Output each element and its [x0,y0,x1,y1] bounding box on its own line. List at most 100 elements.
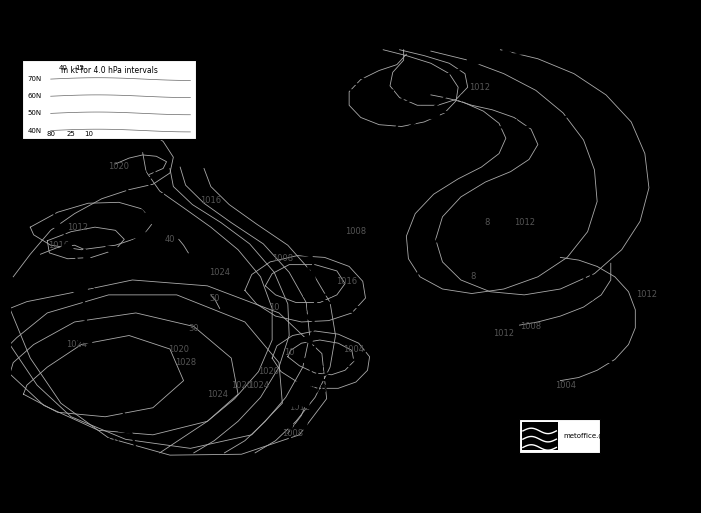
Polygon shape [501,48,514,57]
Polygon shape [116,252,128,260]
Text: 15: 15 [76,65,84,71]
Text: 1020: 1020 [109,162,129,171]
Text: 1008: 1008 [272,254,293,263]
Text: 1024: 1024 [248,381,269,390]
Bar [22,60,196,139]
Polygon shape [106,246,120,255]
Text: in kt for 4.0 hPa intervals: in kt for 4.0 hPa intervals [60,66,158,74]
Polygon shape [135,230,147,239]
Polygon shape [73,311,86,320]
Polygon shape [109,101,122,109]
Polygon shape [29,174,42,183]
Polygon shape [137,235,149,243]
Text: metoffice.gov: metoffice.gov [564,433,612,439]
Text: 40: 40 [165,235,175,244]
Polygon shape [88,267,99,275]
Text: H: H [582,273,594,287]
Polygon shape [128,54,141,63]
Text: 1028: 1028 [90,437,120,450]
Text: 1012: 1012 [494,329,515,338]
Polygon shape [78,335,91,344]
Text: 1008: 1008 [282,429,303,438]
Text: 1016: 1016 [124,114,145,123]
Polygon shape [118,78,131,87]
Text: 1000: 1000 [299,302,329,314]
Polygon shape [74,288,86,297]
Text: L: L [306,264,315,278]
Text: 1016: 1016 [200,195,222,205]
Text: 8: 8 [484,218,489,227]
Polygon shape [299,249,312,257]
Text: 10: 10 [84,130,93,136]
Polygon shape [101,124,114,132]
Text: 998: 998 [597,390,620,403]
Polygon shape [68,265,82,273]
Polygon shape [118,425,132,433]
Text: 1008: 1008 [521,322,542,331]
Polygon shape [297,380,308,388]
Bar [522,422,558,450]
Text: L: L [436,112,444,127]
Text: 70N: 70N [27,76,42,82]
Polygon shape [107,170,120,179]
Bar [519,419,600,453]
Polygon shape [121,192,135,200]
Polygon shape [281,421,292,429]
Text: 1004: 1004 [343,345,365,353]
Text: 1016: 1016 [558,213,588,227]
Text: 1012: 1012 [637,290,658,300]
Text: 25: 25 [67,130,76,136]
Text: 1020: 1020 [231,381,252,390]
Text: H: H [565,175,577,190]
Text: 1006: 1006 [286,207,315,220]
Text: 993: 993 [74,286,97,299]
Polygon shape [109,403,123,411]
Polygon shape [467,58,479,67]
Polygon shape [147,214,158,222]
Text: 60N: 60N [27,93,42,99]
Polygon shape [44,106,58,114]
Text: 1028: 1028 [175,358,196,367]
Text: 8: 8 [470,272,476,281]
Text: 10: 10 [269,303,280,311]
Text: 1012: 1012 [470,83,491,92]
Polygon shape [135,169,147,176]
Text: 1012: 1012 [514,218,535,227]
Text: 40N: 40N [27,128,41,133]
Polygon shape [124,448,137,457]
Polygon shape [304,292,315,301]
Text: 1016: 1016 [336,277,358,286]
Polygon shape [100,146,112,155]
Text: 10: 10 [284,348,294,357]
Text: L: L [604,352,613,366]
Text: 1016: 1016 [48,241,69,250]
Polygon shape [297,400,308,408]
Text: 1024: 1024 [161,96,182,105]
Polygon shape [48,220,62,228]
Polygon shape [31,128,45,136]
Polygon shape [536,43,550,51]
Text: 999: 999 [305,383,327,396]
Polygon shape [287,207,299,215]
Text: 1020: 1020 [168,345,189,353]
Polygon shape [287,400,299,408]
Text: 50N: 50N [27,110,41,116]
Polygon shape [299,378,311,386]
Polygon shape [98,381,111,389]
Polygon shape [294,228,306,236]
Text: 1010: 1010 [429,150,458,164]
Text: 1009: 1009 [449,112,479,125]
Polygon shape [302,313,314,321]
Text: 1012: 1012 [67,223,88,232]
Text: L: L [312,345,320,359]
Text: H: H [97,399,109,413]
Polygon shape [294,422,306,430]
Text: 40: 40 [58,65,67,71]
Text: 1024: 1024 [66,340,87,349]
Text: 30: 30 [189,324,199,333]
Polygon shape [26,151,39,160]
Polygon shape [138,212,152,221]
Text: 80: 80 [46,130,55,136]
Polygon shape [278,443,289,450]
Polygon shape [143,191,155,199]
